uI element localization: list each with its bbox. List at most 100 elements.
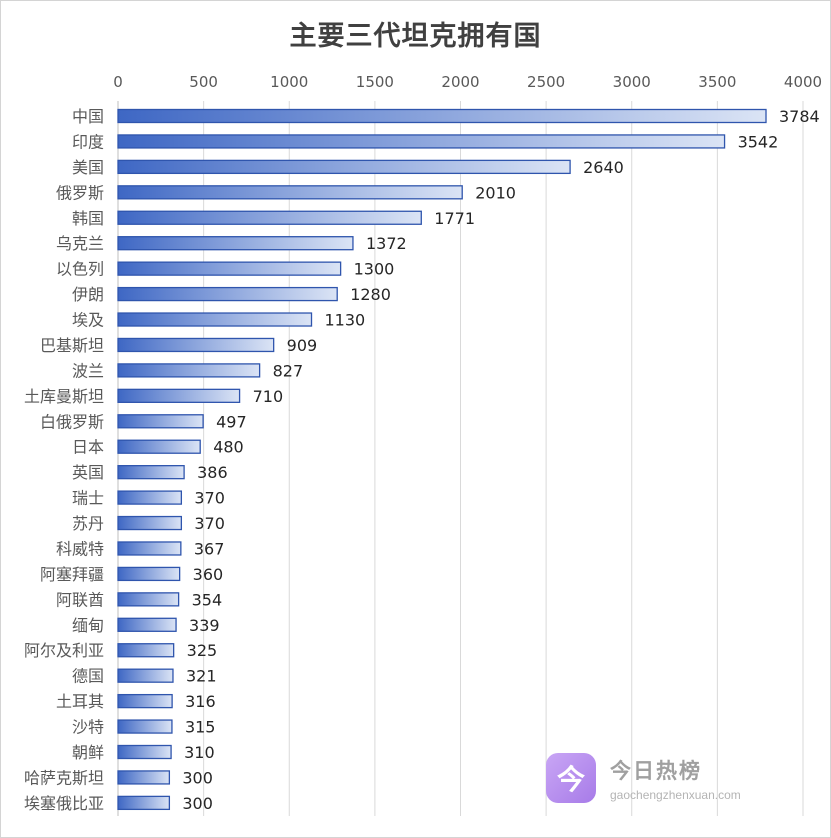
value-label: 1372 [366,234,407,253]
bar [117,312,313,327]
value-label: 710 [253,387,284,406]
bar [117,744,172,760]
x-tick-label: 3000 [613,73,651,91]
value-label: 1280 [350,285,391,304]
category-label: 德国 [72,667,104,686]
value-label: 354 [192,590,223,609]
value-label: 325 [187,641,218,660]
category-label: 白俄罗斯 [40,412,104,431]
x-axis-ticks: 0 500 1000 1500 2000 2500 3000 3500 4000 [113,73,822,91]
value-label: 339 [189,616,220,635]
category-label: 乌克兰 [56,234,104,253]
x-tick-label: 1500 [356,73,394,91]
category-label: 中国 [72,107,104,126]
bar [117,795,171,811]
bar [117,592,180,607]
watermark: 今 今日热榜 gaochengzhenxuan.com [546,752,741,804]
x-tick-label: 1000 [270,73,308,91]
value-label: 300 [182,768,213,787]
bar [117,617,177,632]
category-label: 沙特 [72,718,104,737]
bar [117,286,338,302]
category-label: 科威特 [56,539,104,558]
bar [117,439,201,454]
category-label: 缅甸 [72,616,104,635]
bar [117,414,204,429]
category-label: 朝鲜 [72,743,104,762]
bar [117,108,767,124]
watermark-text: 今日热榜 gaochengzhenxuan.com [610,755,741,802]
bar [117,363,261,378]
bar [117,643,175,658]
value-label: 1130 [325,311,366,330]
watermark-logo-icon: 今 [546,753,596,803]
chart-title: 主要三代坦克拥有国 [289,21,542,52]
grid-lines [203,101,804,816]
value-label: 360 [193,565,224,584]
category-label: 土库曼斯坦 [24,387,104,406]
category-label: 阿尔及利亚 [24,641,104,660]
value-label: 1771 [434,209,475,228]
value-label: 370 [194,514,225,533]
value-label: 310 [184,743,215,762]
value-label: 2640 [583,158,624,177]
value-label: 3784 [779,107,820,126]
value-label: 3542 [738,132,779,151]
bar [117,159,571,175]
category-label: 英国 [72,463,104,482]
category-label: 波兰 [72,361,104,380]
category-label: 印度 [72,132,104,151]
category-label: 埃塞俄比亚 [24,794,104,813]
value-label: 1300 [354,260,395,279]
category-label: 苏丹 [72,514,104,533]
category-label: 伊朗 [72,285,104,304]
bar [117,515,183,531]
category-label: 美国 [72,158,104,177]
category-labels: 中国印度美国俄罗斯韩国乌克兰以色列伊朗埃及巴基斯坦波兰土库曼斯坦白俄罗斯日本英国… [24,107,104,813]
category-label: 巴基斯坦 [40,336,104,355]
bar [117,566,181,582]
value-label: 2010 [475,183,516,202]
bar [117,337,275,353]
value-label: 909 [287,336,318,355]
watermark-url: gaochengzhenxuan.com [610,787,741,802]
category-label: 俄罗斯 [56,183,104,202]
bar [117,490,183,505]
category-label: 阿联酋 [56,590,104,609]
x-tick-label: 2000 [441,73,479,91]
category-label: 瑞士 [72,489,104,508]
value-label: 300 [182,794,213,813]
category-label: 日本 [72,438,104,457]
x-tick-label: 4000 [784,73,822,91]
value-label: 315 [185,718,216,737]
category-label: 韩国 [72,209,104,228]
bar [117,185,463,200]
value-label: 386 [197,463,228,482]
value-label: 827 [273,361,304,380]
x-tick-label: 500 [189,73,218,91]
category-label: 埃及 [72,311,104,330]
value-label: 497 [216,412,247,431]
bar [117,236,354,251]
value-label: 367 [194,539,225,558]
x-tick-label: 2500 [527,73,565,91]
bar [117,719,173,734]
x-tick-label: 3500 [698,73,736,91]
category-label: 阿塞拜疆 [40,565,104,584]
bar [117,388,241,403]
category-label: 哈萨克斯坦 [24,768,104,787]
bar [117,668,174,683]
value-label: 321 [186,667,217,686]
category-label: 土耳其 [56,692,104,711]
bar [117,134,726,149]
bar [117,261,342,276]
value-label: 480 [213,438,244,457]
bar [117,465,185,480]
value-label: 370 [194,489,225,508]
bar [117,541,182,556]
bar [117,770,171,785]
category-label: 以色列 [56,260,104,279]
x-tick-label: 0 [113,73,123,91]
